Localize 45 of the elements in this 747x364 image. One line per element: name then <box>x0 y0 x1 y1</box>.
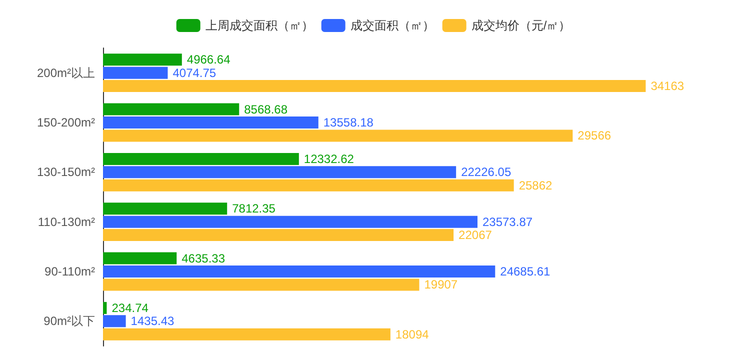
data-label: 29566 <box>578 128 612 143</box>
bar <box>103 229 454 242</box>
y-tick-label: 110-130m² <box>38 214 96 229</box>
y-tick-label: 150-200m² <box>36 116 96 130</box>
bar <box>103 152 299 165</box>
data-label: 24685.61 <box>500 264 551 278</box>
bar <box>103 166 456 178</box>
bar <box>103 252 177 264</box>
bar <box>103 202 228 215</box>
data-label: 12332.62 <box>304 152 354 166</box>
y-tick-label: 130-150m² <box>36 165 96 180</box>
bar <box>103 315 126 328</box>
y-tick-label: 200m²以上 <box>36 66 95 80</box>
y-tick-label: 90m²以下 <box>44 314 95 328</box>
bar <box>103 266 496 278</box>
data-label: 4635.33 <box>182 251 226 266</box>
data-label: 19907 <box>424 278 458 292</box>
bar <box>103 179 514 192</box>
data-label: 234.74 <box>112 300 149 315</box>
data-label: 13558.18 <box>323 116 374 130</box>
bar <box>103 80 646 92</box>
data-label: 4074.75 <box>172 66 216 80</box>
legend-label: 成交均价（元/㎡） <box>471 18 571 32</box>
data-label: 7812.35 <box>232 202 276 216</box>
bar <box>103 216 478 228</box>
data-label: 18094 <box>395 327 430 342</box>
data-label: 34163 <box>650 79 684 94</box>
data-label: 25862 <box>518 178 553 192</box>
bar <box>103 302 107 314</box>
data-label: 22226.05 <box>461 165 512 180</box>
bar <box>103 328 390 340</box>
data-label: 8568.68 <box>244 102 288 116</box>
data-label: 23573.87 <box>482 214 533 229</box>
bar <box>103 103 240 116</box>
bar <box>103 54 182 66</box>
y-tick-label: 90-110m² <box>44 264 95 278</box>
bar <box>103 278 420 291</box>
bar <box>103 66 168 79</box>
data-label: 1435.43 <box>130 314 175 328</box>
data-label: 22067 <box>458 228 492 242</box>
legend-label: 上周成交面积（㎡） <box>205 18 314 32</box>
bar <box>103 130 573 142</box>
bar <box>103 116 318 128</box>
legend-label: 成交面积（㎡） <box>350 18 434 32</box>
data-label: 4966.64 <box>186 52 231 67</box>
